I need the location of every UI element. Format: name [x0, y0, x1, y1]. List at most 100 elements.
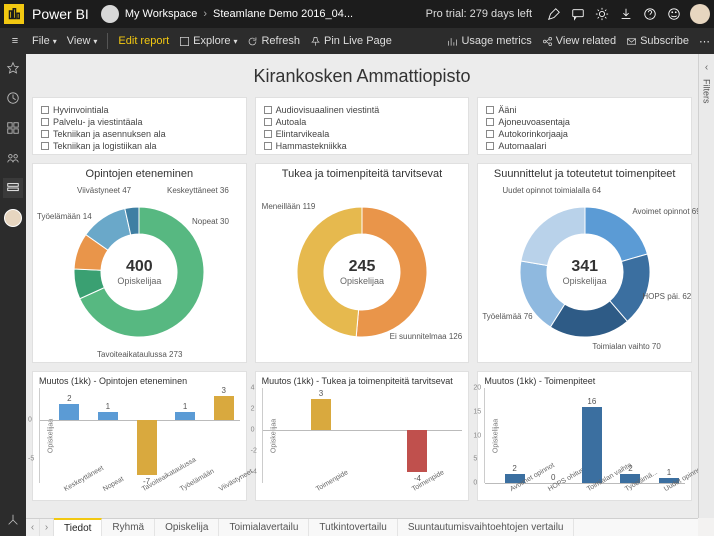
y-tick: 15 [473, 408, 481, 415]
checkbox-icon[interactable] [486, 106, 494, 114]
view-menu[interactable]: View▾ [67, 35, 98, 47]
bar-card[interactable]: Muutos (1kk) - Tukea ja toimenpiteitä ta… [255, 371, 470, 501]
checkbox-icon[interactable] [486, 142, 494, 150]
donut-chart[interactable]: 341OpiskelijaaToimialan vaihto 70HOPS pä… [482, 182, 687, 362]
y-tick: 2 [251, 406, 255, 413]
slicer-item[interactable]: Palvelu- ja viestintäala [41, 116, 238, 128]
donut-card[interactable]: Opintojen eteneminen 400OpiskelijaaTavoit… [32, 163, 247, 363]
bar-chart[interactable]: Opiskelijaa051015202Avoimet opinnot0HOPS… [484, 388, 685, 483]
help-icon[interactable] [638, 0, 662, 28]
workspace-crumb[interactable]: My Workspace [125, 8, 198, 20]
checkbox-icon[interactable] [264, 142, 272, 150]
refresh-button[interactable]: Refresh [247, 35, 300, 47]
bar-card[interactable]: Muutos (1kk) - ToimenpiteetOpiskelijaa05… [477, 371, 692, 501]
bar [311, 399, 331, 431]
slicer-item[interactable]: Ääni [486, 104, 683, 116]
page-tab[interactable]: Toimialavertailu [219, 519, 309, 536]
report-crumb[interactable]: Steamlane Demo 2016_04... [213, 8, 353, 20]
tab-prev-icon[interactable]: ‹ [26, 519, 40, 536]
checkbox-icon[interactable] [41, 118, 49, 126]
page-tab[interactable]: Tutkintovertailu [309, 519, 397, 536]
edit-report-button[interactable]: Edit report [118, 35, 169, 47]
slicer-item[interactable]: Hyvinvointiala [41, 104, 238, 116]
app-launcher-icon[interactable] [4, 4, 24, 24]
checkbox-icon[interactable] [264, 118, 272, 126]
slicer-item[interactable]: Ajoneuvoasentaja [486, 116, 683, 128]
filters-pane-collapsed[interactable]: ‹ Filters [698, 54, 714, 518]
donut-chart[interactable]: 400OpiskelijaaTavoiteaikataulussa 273Nop… [37, 182, 242, 362]
more-menu[interactable]: ⋯ [699, 35, 710, 48]
checkbox-icon[interactable] [486, 130, 494, 138]
slicer-item[interactable]: Audiovisuaalinen viestintä [264, 104, 461, 116]
subscribe-button[interactable]: Subscribe [626, 35, 689, 47]
nav-toggle-icon[interactable]: ≡ [4, 35, 26, 47]
bar [175, 412, 195, 420]
bar-chart[interactable]: Opiskelijaa-502Keskeyttäneet1Nopeat-7Tav… [39, 388, 240, 483]
top-bar: Power BI My Workspace › Steamlane Demo 2… [0, 0, 714, 28]
view-related-button[interactable]: View related [542, 35, 616, 47]
explore-menu[interactable]: Explore▾ [179, 35, 237, 47]
brand-label: Power BI [32, 6, 89, 22]
chart-title: Opintojen eteneminen [37, 168, 242, 180]
y-axis-title: Opiskelijaa [270, 418, 277, 452]
chart-title: Muutos (1kk) - Tukea ja toimenpiteitä ta… [262, 376, 463, 386]
apps-nav-icon[interactable] [3, 118, 23, 138]
workspace-avatar-icon[interactable] [101, 5, 119, 23]
my-workspace-nav-icon[interactable] [3, 208, 23, 228]
slicer-item[interactable]: Automaalari [486, 140, 683, 152]
checkbox-icon[interactable] [486, 118, 494, 126]
slicer-item[interactable]: Autokorinkorjaaja [486, 128, 683, 140]
y-axis-title: Opiskelijaa [48, 418, 55, 452]
slicer-item[interactable]: Hammastekniikka [264, 140, 461, 152]
left-nav-rail [0, 54, 26, 536]
slicer-card[interactable]: HyvinvointialaPalvelu- ja viestintäalaTe… [32, 97, 247, 155]
donut-data-label: Ei suunnitelmaa 126 [390, 332, 463, 341]
checkbox-icon[interactable] [41, 106, 49, 114]
pin-live-page-button[interactable]: Pin Live Page [310, 35, 392, 47]
workspaces-nav-icon[interactable] [3, 178, 23, 198]
slicer-item[interactable]: Autoala [264, 116, 461, 128]
checkbox-icon[interactable] [264, 106, 272, 114]
gear-icon[interactable] [590, 0, 614, 28]
shared-nav-icon[interactable] [3, 148, 23, 168]
page-tab[interactable]: Tiedot [54, 518, 102, 536]
slicer-item[interactable]: Tekniikan ja asennuksen ala [41, 128, 238, 140]
slicer-item[interactable]: Tekniikan ja logistiikan ala [41, 140, 238, 152]
checkbox-icon[interactable] [264, 130, 272, 138]
bar-card[interactable]: Muutos (1kk) - Opintojen eteneminenOpisk… [32, 371, 247, 501]
get-data-nav-icon[interactable] [3, 510, 23, 530]
chat-icon[interactable] [566, 0, 590, 28]
filters-pane-label: Filters [702, 79, 712, 104]
slicer-item-label: Ajoneuvoasentaja [498, 116, 570, 128]
recent-nav-icon[interactable] [3, 88, 23, 108]
tab-next-icon[interactable]: › [40, 519, 54, 536]
page-tab[interactable]: Suuntautumisvaihtoehtojen vertailu [398, 519, 575, 536]
y-axis-title: Opiskelijaa [493, 418, 500, 452]
page-tab[interactable]: Ryhmä [102, 519, 155, 536]
user-avatar-icon[interactable] [690, 4, 710, 24]
slicer-item-label: Ääni [498, 104, 516, 116]
smiley-icon[interactable] [662, 0, 686, 28]
y-tick: 5 [473, 456, 477, 463]
edit-icon[interactable] [542, 0, 566, 28]
y-tick: -5 [28, 456, 34, 463]
donut-card[interactable]: Tukea ja toimenpiteitä tarvitsevat245Opi… [255, 163, 470, 363]
checkbox-icon[interactable] [41, 130, 49, 138]
donut-data-label: Työelämään 14 [37, 212, 92, 221]
slicer-card[interactable]: ÄäniAjoneuvoasentajaAutokorinkorjaajaAut… [477, 97, 692, 155]
bar [137, 420, 157, 475]
page-tab[interactable]: Opiskelija [155, 519, 219, 536]
donut-chart[interactable]: 245OpiskelijaaEi suunnitelmaa 126Meneill… [260, 182, 465, 362]
slicer-card[interactable]: Audiovisuaalinen viestintäAutoalaElintar… [255, 97, 470, 155]
usage-metrics-button[interactable]: Usage metrics [447, 35, 531, 47]
download-icon[interactable] [614, 0, 638, 28]
file-menu[interactable]: File▾ [32, 35, 57, 47]
checkbox-icon[interactable] [41, 142, 49, 150]
page-title: Kirankosken Ammattiopisto [32, 66, 692, 87]
slicer-item[interactable]: Elintarvikeala [264, 128, 461, 140]
favorites-nav-icon[interactable] [3, 58, 23, 78]
donut-card[interactable]: Suunnittelut ja toteutetut toimenpiteet3… [477, 163, 692, 363]
y-tick: 0 [473, 480, 477, 487]
x-category-label: Viivästyneet [218, 468, 254, 493]
bar-chart[interactable]: Opiskelijaa-4-20243Toimenpide-4Toimenpid… [262, 388, 463, 483]
